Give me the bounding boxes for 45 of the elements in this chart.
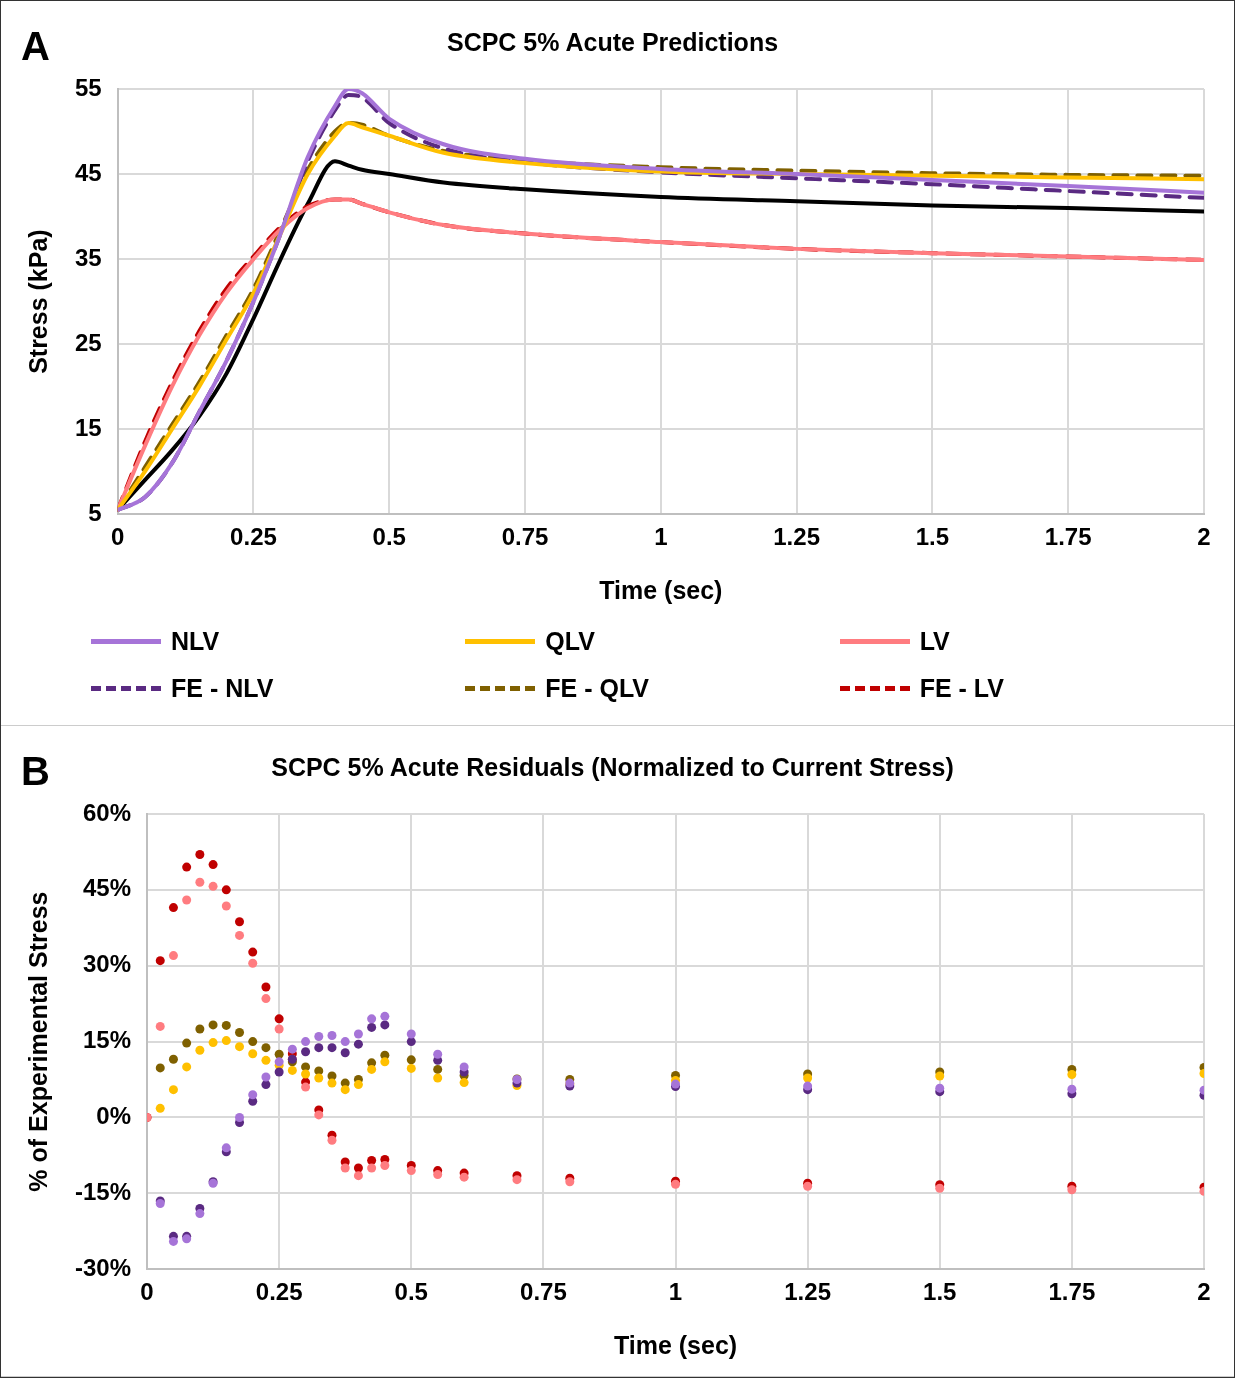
x-axis-title: Time (sec) xyxy=(613,1330,738,1359)
x-tick-label: 1.25 xyxy=(784,1278,831,1306)
x-tick-label: 1.75 xyxy=(1044,523,1092,551)
x-axis-title: Time (sec) xyxy=(599,575,723,604)
x-tick-label: 0.75 xyxy=(501,523,549,551)
x-tick-label: 1.5 xyxy=(923,1278,957,1306)
x-tick-label: 1.75 xyxy=(1048,1278,1096,1306)
y-axis-title: Stress (kPa) xyxy=(23,229,52,374)
y-tick-label: 5 xyxy=(88,498,102,526)
chart-title: SCPC 5% Acute Predictions xyxy=(446,27,779,56)
y-tick-label: -15% xyxy=(75,1177,132,1205)
y-tick-label: 35 xyxy=(74,243,102,271)
x-tick-label: 0.75 xyxy=(520,1278,567,1306)
y-tick-label: 15% xyxy=(82,1026,132,1054)
legend-label: FE - QLV xyxy=(545,674,650,703)
y-tick-label: 45 xyxy=(74,158,102,186)
legend-label: LV xyxy=(919,627,950,656)
legend-label: NLV xyxy=(171,627,220,656)
y-tick-label: 55 xyxy=(74,73,102,101)
legend-label: FE - NLV xyxy=(171,674,274,703)
x-tick-label: 1 xyxy=(654,523,668,551)
x-tick-label: 1.25 xyxy=(773,523,820,551)
x-tick-label: 1 xyxy=(668,1278,683,1306)
y-tick-label: 15 xyxy=(74,413,102,441)
x-tick-label: 0 xyxy=(111,523,125,551)
y-tick-label: 25 xyxy=(74,328,102,356)
chart-title: SCPC 5% Acute Residuals (Normalized to Current Stress) xyxy=(271,752,954,781)
text: B xyxy=(21,749,50,794)
text: A xyxy=(21,24,50,69)
y-tick-label: 60% xyxy=(82,798,132,826)
y-tick-label: 45% xyxy=(82,874,132,902)
y-tick-label: 30% xyxy=(82,950,132,978)
x-tick-label: 0.5 xyxy=(372,523,406,551)
x-tick-label: 2 xyxy=(1197,1278,1211,1306)
x-tick-label: 1.5 xyxy=(915,523,950,551)
y-axis-title: % of Experimental Stress xyxy=(23,891,52,1192)
y-tick-label: 0% xyxy=(96,1102,132,1130)
x-tick-label: 2 xyxy=(1197,523,1211,551)
legend-label: QLV xyxy=(545,627,595,656)
x-tick-label: 0.25 xyxy=(230,523,277,551)
x-tick-label: 0.5 xyxy=(394,1278,428,1306)
legend-label: FE - LV xyxy=(919,674,1004,703)
x-tick-label: 0 xyxy=(140,1278,154,1306)
y-tick-label: -30% xyxy=(75,1253,132,1281)
x-tick-label: 0.25 xyxy=(255,1278,303,1306)
